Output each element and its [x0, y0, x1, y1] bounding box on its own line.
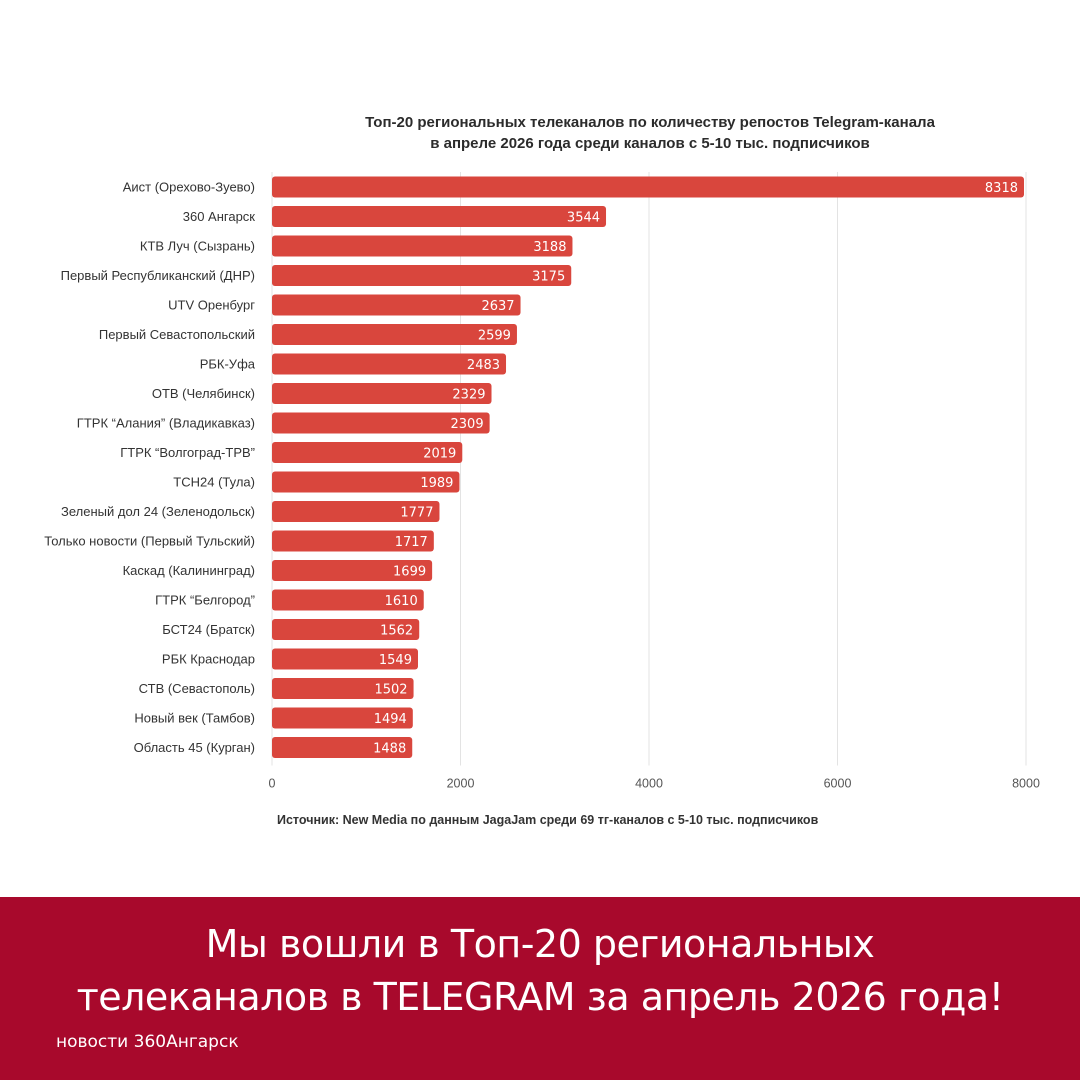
x-tick-label: 6000 [824, 777, 852, 791]
bar [272, 737, 413, 758]
bar-value-label: 1562 [380, 624, 413, 639]
x-tick-label: 8000 [1012, 777, 1040, 791]
category-label: Каскад (Калининград) [123, 563, 255, 578]
category-labels: Аист (Орехово-Зуево) 360 Ангарск КТВ Луч (… [44, 180, 255, 756]
category-label: ГТРК “Волгоград-ТРВ” [120, 445, 255, 460]
category-label: Зеленый дол 24 (Зеленодольск) [61, 504, 255, 519]
category-label: UTV Оренбург [168, 298, 255, 313]
footer-brand: новости 360Ангарск [56, 1032, 239, 1052]
bar-value-label: 1699 [393, 565, 426, 580]
chart-title: Топ-20 региональных телеканалов по колич… [270, 112, 1030, 154]
bar-value-label: 1549 [379, 653, 412, 668]
bar [272, 383, 492, 404]
bar [272, 678, 414, 699]
bar-value-label: 2637 [481, 299, 514, 314]
chart-source-note: Источник: New Media по данным JagaJam ср… [277, 813, 819, 827]
category-label: Аист (Орехово-Зуево) [123, 180, 255, 195]
chart-title-line-2: в апреле 2026 года среди каналов с 5-10 … [430, 135, 870, 152]
x-tick-label: 0 [269, 777, 276, 791]
category-label: ГТРК “Белгород” [155, 593, 255, 608]
category-label: Первый Республиканский (ДНР) [61, 268, 255, 283]
bar-value-label: 2019 [423, 447, 456, 462]
bar [272, 619, 420, 640]
category-label: БСТ24 (Братск) [162, 622, 255, 637]
bar [272, 707, 413, 729]
bar [272, 412, 490, 434]
bar [272, 294, 521, 316]
bar-value-label: 2309 [451, 417, 484, 432]
headline-line-1: Мы вошли в Топ-20 региональных [205, 922, 875, 966]
bar-value-label: 1488 [373, 742, 406, 757]
footer-banner [0, 897, 1080, 1080]
bar-value-label: 3188 [533, 240, 566, 255]
x-axis-ticks: 0 2000 4000 6000 8000 [269, 777, 1040, 791]
bar [272, 235, 573, 257]
category-label: Новый век (Тамбов) [134, 711, 255, 726]
bar-value-label: 1502 [374, 683, 407, 698]
headline-line-2: телеканалов в TELEGRAM за апрель 2026 го… [76, 975, 1004, 1019]
chart-title-line-1: Топ-20 региональных телеканалов по колич… [365, 114, 935, 131]
category-label: Только новости (Первый Тульский) [44, 534, 255, 549]
x-tick-label: 2000 [447, 777, 475, 791]
category-label: РБК-Уфа [200, 357, 256, 372]
category-label: ГТРК “Алания” (Владикавказ) [77, 416, 255, 431]
bar [272, 560, 433, 581]
bar-value-label: 3544 [567, 211, 600, 226]
headline: Мы вошли в Топ-20 региональных телеканал… [0, 918, 1080, 1024]
category-label: Первый Севастопольский [99, 327, 255, 342]
bar [272, 206, 607, 227]
bar-value-label: 3175 [532, 270, 565, 285]
bar [272, 501, 440, 522]
bar [272, 265, 572, 286]
bar-value-label: 8318 [985, 181, 1018, 196]
category-label: Область 45 (Курган) [134, 740, 255, 755]
bar [272, 471, 460, 493]
bar-value-label: 1989 [420, 476, 453, 491]
bar-value-label: 2329 [452, 388, 485, 403]
bar [272, 442, 463, 463]
bar-value-label: 1610 [385, 594, 418, 609]
category-label: РБК Краснодар [162, 652, 255, 667]
bar-value-label: 2599 [478, 329, 511, 344]
category-label: 360 Ангарск [183, 209, 256, 224]
bar [272, 176, 1024, 198]
bar-value-label: 1494 [374, 712, 407, 727]
bar [272, 530, 434, 552]
category-label: ОТВ (Челябинск) [152, 386, 255, 401]
bar [272, 589, 424, 611]
bar-value-label: 1717 [395, 535, 428, 550]
grid-lines [271, 172, 1027, 766]
category-label: КТВ Луч (Сызрань) [140, 239, 255, 254]
bar-value-label: 2483 [467, 358, 500, 373]
bar [272, 648, 418, 670]
bar [272, 324, 517, 345]
category-label: ТСН24 (Тула) [173, 475, 255, 490]
bar [272, 353, 507, 375]
bar-value-label: 1777 [400, 506, 433, 521]
category-label: СТВ (Севастополь) [139, 681, 255, 696]
x-tick-label: 4000 [635, 777, 663, 791]
